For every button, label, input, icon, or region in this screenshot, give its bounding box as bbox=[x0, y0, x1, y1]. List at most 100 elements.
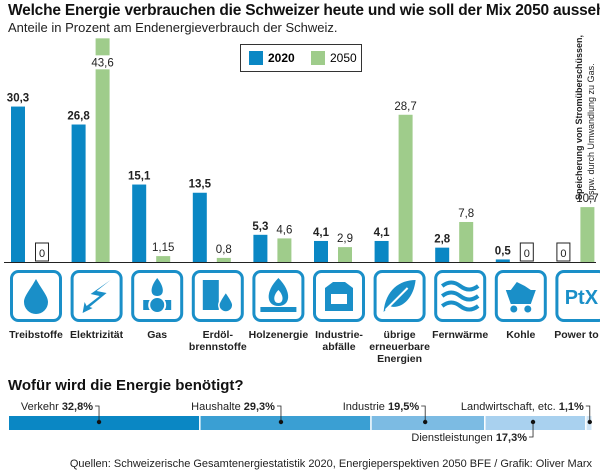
bar-value-label: 1,15 bbox=[152, 242, 174, 254]
usage-label: Landwirtschaft, etc. 1,1% bbox=[461, 401, 584, 413]
ptx-icon: PtX bbox=[555, 270, 600, 322]
coal-shape bbox=[510, 282, 531, 290]
category-label: übrige bbox=[384, 329, 416, 341]
usage-leader-line bbox=[95, 405, 100, 421]
bar-2020 bbox=[71, 124, 86, 263]
bar-value-label: 2,9 bbox=[337, 233, 353, 245]
chart-subtitle: Anteile in Prozent am Endenergieverbrauc… bbox=[8, 20, 338, 35]
bar-value-label: 0 bbox=[524, 248, 530, 260]
ptx-logo-text: PtX bbox=[565, 287, 599, 309]
category-label: Elektrizität bbox=[70, 329, 124, 341]
fuel-drop-icon bbox=[10, 270, 62, 322]
flame-shape bbox=[151, 278, 163, 296]
category-label: erneuerbare bbox=[369, 341, 430, 353]
category-label: Gas bbox=[147, 329, 167, 341]
bar-2020 bbox=[495, 259, 510, 262]
wave-line bbox=[440, 280, 480, 292]
usage-marker bbox=[587, 419, 592, 425]
bar-value-label: 10,7 bbox=[576, 193, 598, 205]
bar-2050 bbox=[277, 238, 292, 262]
usage-segment-0 bbox=[9, 416, 200, 430]
category-label: Power to X bbox=[554, 329, 600, 341]
bar-value-label: 7,8 bbox=[458, 208, 474, 220]
category-label: Energien bbox=[377, 353, 422, 365]
coal-cart-icon bbox=[494, 270, 547, 322]
bar-2020 bbox=[11, 106, 25, 262]
bar-2020 bbox=[253, 234, 268, 262]
icon-frame bbox=[70, 270, 123, 322]
waste-bag-icon bbox=[313, 270, 365, 322]
usage-title: Wofür wird die Energie benötigt? bbox=[8, 377, 244, 394]
bar-value-label: 5,3 bbox=[252, 221, 268, 233]
drop-shape bbox=[218, 290, 234, 313]
category-label: Fernwärme bbox=[432, 329, 488, 341]
ptx-note: Speicherung von Stromüberschüssen, bspw.… bbox=[572, 6, 600, 200]
category-label: Erdöl- bbox=[203, 329, 234, 341]
usage-leader-line bbox=[421, 405, 426, 421]
ptx-note-line1: Speicherung von Stromüberschüssen, bbox=[574, 34, 584, 200]
usage-marker bbox=[530, 419, 536, 425]
usage-label: Dienstleistungen 17,3% bbox=[411, 432, 527, 444]
category-label: Kohle bbox=[506, 329, 535, 341]
usage-label: Industrie 19,5% bbox=[343, 401, 420, 413]
usage-leader-line bbox=[529, 423, 534, 438]
bar-value-label: 13,5 bbox=[189, 179, 212, 191]
bolt-shape bbox=[82, 280, 111, 313]
fire-inner bbox=[274, 290, 283, 303]
bar-2050 bbox=[398, 114, 413, 262]
leaf-vein bbox=[384, 287, 409, 311]
wave-line bbox=[440, 300, 480, 312]
category-label: brennstoffe bbox=[189, 341, 247, 353]
heat-waves-icon bbox=[434, 270, 487, 322]
oil-barrel-icon bbox=[191, 270, 244, 322]
bar-value-label: 4,6 bbox=[276, 224, 292, 236]
legend: 2020 2050 bbox=[240, 44, 362, 72]
leaf-icon bbox=[373, 270, 426, 322]
gas-flame-icon bbox=[131, 270, 184, 322]
usage-label: Verkehr 32,8% bbox=[21, 401, 93, 413]
bar-value-label: 2,8 bbox=[434, 234, 451, 246]
legend-swatch-2050 bbox=[311, 51, 325, 65]
legend-swatch-2020 bbox=[249, 51, 263, 65]
bar-2050 bbox=[156, 256, 171, 262]
bar-value-label: 28,7 bbox=[394, 101, 416, 113]
cart-shape bbox=[505, 290, 536, 304]
zero-value-box bbox=[35, 242, 49, 262]
drop-shape bbox=[24, 279, 48, 314]
bar-2020 bbox=[374, 240, 389, 262]
wheel bbox=[524, 305, 532, 313]
bar-value-label: 0 bbox=[560, 248, 566, 260]
zero-value-box bbox=[519, 242, 534, 262]
bar-2050 bbox=[338, 247, 352, 262]
legend-label-2020: 2020 bbox=[268, 51, 295, 65]
bar-value-label: 30,3 bbox=[7, 93, 29, 105]
valve-shape bbox=[148, 296, 167, 314]
category-label: Industrie- bbox=[315, 329, 363, 341]
bar-value-label: 26,8 bbox=[67, 111, 90, 123]
bar-value-label: 43,6 bbox=[91, 57, 113, 69]
bar-2050 bbox=[216, 257, 231, 262]
bar-2020 bbox=[435, 247, 450, 262]
icon-frame bbox=[555, 270, 600, 322]
wheel bbox=[510, 305, 518, 313]
usage-marker bbox=[278, 419, 284, 425]
category-label: Holzenergie bbox=[249, 329, 309, 341]
wave-line bbox=[440, 290, 480, 302]
usage-segment-3 bbox=[485, 416, 586, 430]
lightning-icon bbox=[70, 270, 123, 322]
bar-value-label: 4,1 bbox=[313, 227, 330, 239]
ptx-note-line2: bspw. durch Umwandlung zu Gas. bbox=[586, 63, 596, 200]
usage-leader-line bbox=[585, 405, 591, 421]
bar-value-label: 0,8 bbox=[216, 244, 232, 256]
legend-label-2050: 2050 bbox=[330, 51, 357, 65]
usage-label: Haushalte 29,3% bbox=[191, 401, 275, 413]
bar-value-label: 0,5 bbox=[495, 245, 512, 257]
usage-segment-2 bbox=[371, 416, 485, 430]
logs-shape bbox=[260, 307, 297, 312]
bar-2020 bbox=[192, 192, 207, 262]
bar-value-label: 0 bbox=[39, 248, 45, 260]
barrel-shape bbox=[202, 280, 219, 310]
zero-value-box bbox=[556, 242, 571, 262]
category-label: Treibstoffe bbox=[9, 329, 63, 341]
